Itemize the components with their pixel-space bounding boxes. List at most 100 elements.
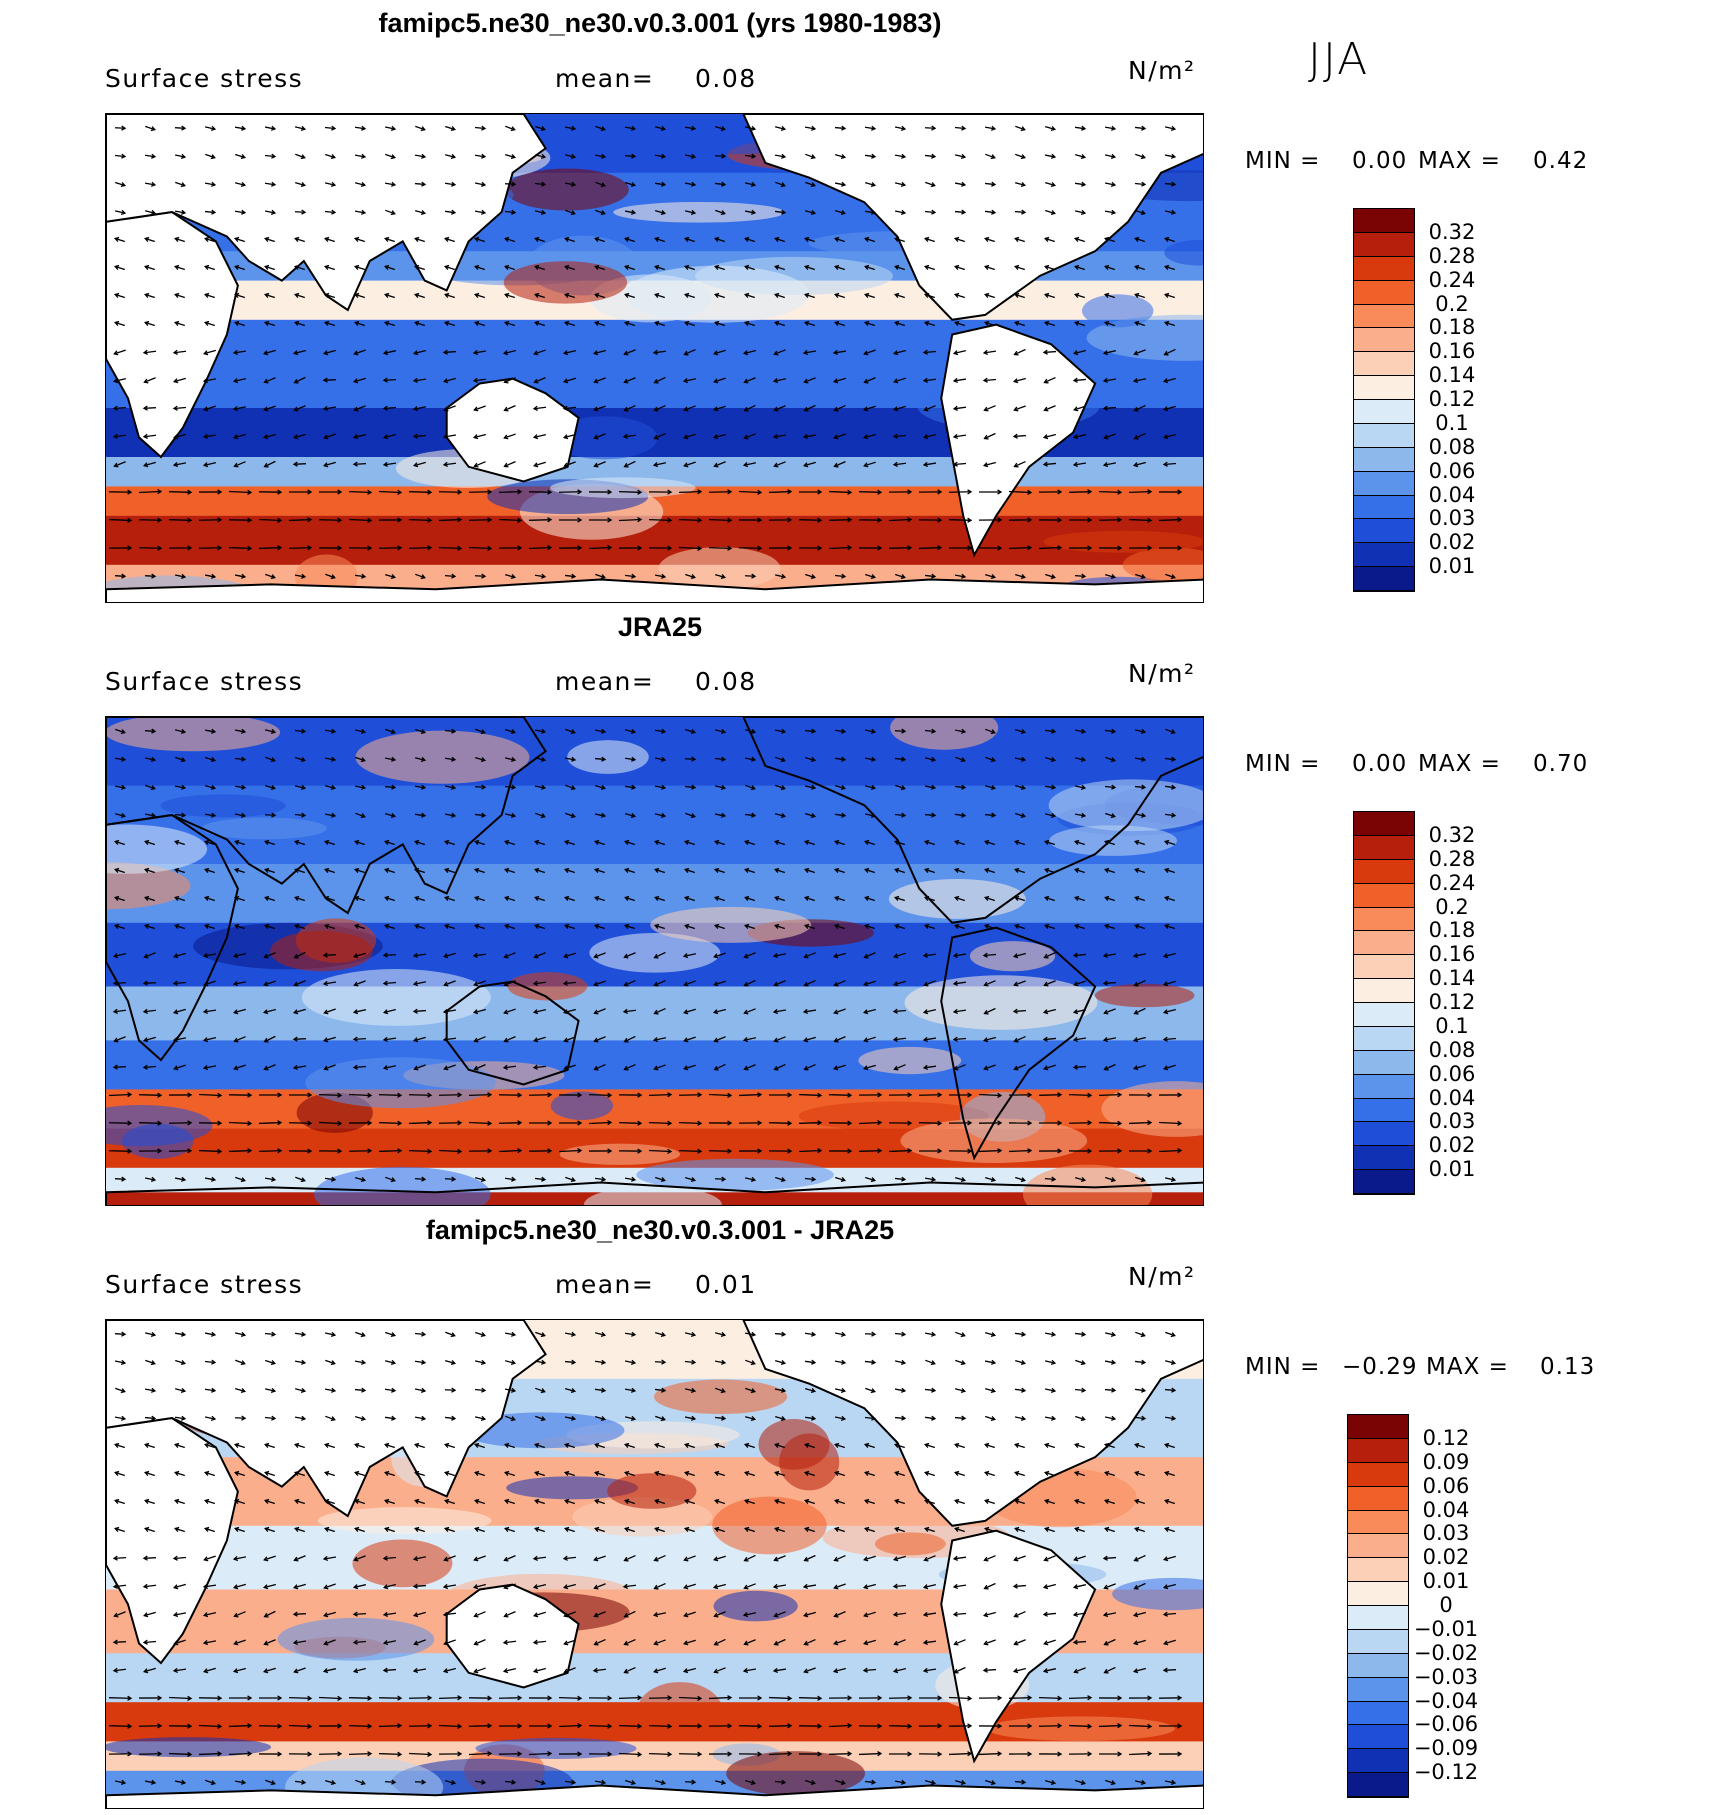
stress-vector [624, 728, 637, 735]
continent-outline [106, 1181, 1203, 1205]
stress-vector [534, 839, 545, 846]
stress-vector [834, 264, 845, 271]
stress-vector [594, 320, 605, 327]
stress-vector [505, 154, 517, 160]
stress-vector [198, 489, 223, 495]
min-value: 0.00 [1352, 148, 1408, 174]
stress-vector [684, 1470, 695, 1477]
stress-vector [408, 1148, 433, 1154]
stress-vector [324, 923, 335, 930]
stress-vector [954, 181, 967, 187]
stress-vector [384, 1442, 395, 1449]
stress-vector [174, 784, 187, 790]
stress-vector [924, 320, 935, 327]
stress-vector [318, 1723, 343, 1729]
stress-vector [835, 153, 847, 160]
stress-vector [474, 209, 487, 215]
stress-vector [768, 1751, 793, 1757]
stress-vector [504, 923, 515, 930]
stress-vector [264, 292, 275, 299]
stress-vector [442, 377, 456, 384]
stress-vector [894, 236, 905, 243]
stress-vector [414, 1359, 427, 1365]
stress-vector [592, 1667, 607, 1673]
stress-vector [444, 320, 455, 327]
stress-vector [1044, 264, 1055, 271]
stress-vector [504, 292, 515, 299]
stress-vector [1102, 952, 1117, 959]
colorbar-tick-label: 0.03 [1428, 1109, 1476, 1134]
stress-vector [1128, 1750, 1153, 1757]
stress-vector [798, 1148, 823, 1154]
stress-vector [714, 320, 725, 327]
stress-vector [528, 489, 553, 495]
stress-vector [768, 1695, 793, 1701]
stress-vector [378, 1695, 403, 1701]
stress-vector [774, 236, 785, 243]
stress-vector [858, 489, 883, 495]
stress-vector [893, 952, 906, 959]
stress-vector [892, 1611, 907, 1617]
colorbar-tick-label: 0.28 [1428, 243, 1476, 268]
stress-vector [834, 236, 845, 243]
stress-vector [1104, 320, 1115, 327]
stress-vector [1104, 153, 1117, 159]
stress-vector [355, 1176, 367, 1183]
stress-vector [143, 461, 156, 468]
stress-vector [744, 264, 755, 271]
stress-vector [288, 489, 313, 495]
stress-vector [534, 784, 547, 790]
stress-vector [564, 1779, 577, 1785]
stress-vector [318, 1695, 343, 1701]
stress-vector [713, 349, 726, 356]
stress-vector [624, 236, 635, 243]
stress-vector [1134, 1498, 1145, 1505]
stress-vector [1134, 839, 1145, 846]
stress-vector [532, 434, 546, 440]
stress-vector [408, 517, 433, 523]
stress-vector [713, 1667, 726, 1674]
stress-vector [1162, 1583, 1176, 1590]
colorbar-tick-label: 0.16 [1428, 942, 1476, 967]
colorbar-tick-label: 0.12 [1428, 990, 1476, 1014]
stress-vector [683, 1008, 696, 1015]
stress-vector [952, 1611, 967, 1617]
stress-vector [682, 1667, 696, 1674]
stress-vector [774, 895, 785, 902]
stress-vector [502, 1064, 517, 1070]
stress-vector [474, 1387, 487, 1393]
stress-vector [564, 1442, 575, 1449]
stress-vector [324, 784, 337, 791]
stress-vector [144, 812, 157, 818]
stress-vector [258, 1120, 283, 1126]
stress-vector [774, 1331, 787, 1337]
stress-vector [234, 1415, 247, 1421]
stress-vector [894, 1415, 907, 1421]
stress-vector [864, 784, 877, 790]
stress-vector [442, 1583, 457, 1590]
stress-vector [204, 1526, 215, 1533]
stress-vector [1098, 1695, 1123, 1701]
stress-vector [293, 980, 306, 987]
stress-vector [384, 1359, 397, 1366]
stress-vector [172, 461, 187, 468]
stress-vector [234, 756, 247, 762]
panel-title: famipc5.ne30_ne30.v0.3.001 (yrs 1980-198… [378, 8, 942, 38]
stress-vector [624, 125, 637, 131]
colorbar-tick-label: −0.04 [1413, 1688, 1479, 1713]
stress-vector [744, 1331, 757, 1337]
stress-vector [384, 923, 395, 930]
stress-vector [473, 405, 486, 412]
field-patch [106, 717, 281, 752]
stress-vector [564, 839, 575, 846]
stress-vector [468, 545, 493, 551]
field-patch [1048, 779, 1203, 832]
stress-vector [438, 1723, 463, 1729]
stress-vector [1102, 1611, 1117, 1618]
stress-vector [503, 980, 516, 987]
stress-vector [472, 952, 487, 958]
stress-vector [654, 320, 665, 327]
stress-vector [264, 264, 275, 271]
stress-vector [588, 1751, 613, 1757]
stress-vector [112, 1008, 127, 1014]
